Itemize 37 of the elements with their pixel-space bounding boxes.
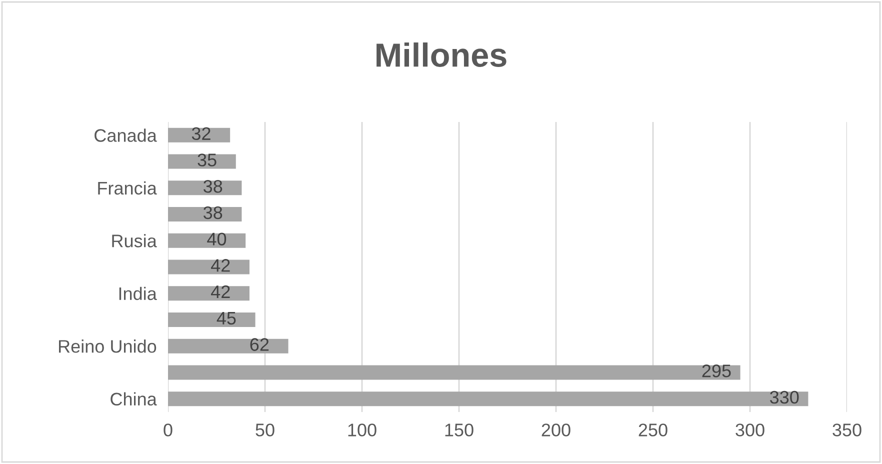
bar — [168, 154, 236, 169]
bar — [168, 392, 808, 406]
x-tick-label: 0 — [164, 424, 172, 436]
y-tick-label: India — [119, 286, 157, 300]
bar — [168, 286, 250, 301]
y-tick-label: Rusia — [112, 234, 157, 248]
bar — [168, 365, 740, 380]
data-label: 40 — [207, 232, 226, 246]
bar — [168, 180, 242, 196]
x-tick-label: 350 — [832, 424, 862, 436]
data-label: 38 — [204, 206, 222, 220]
data-label: 295 — [702, 364, 731, 378]
bar — [168, 338, 288, 354]
x-tick-label: 300 — [736, 424, 764, 436]
bar — [168, 207, 242, 222]
data-label: 38 — [204, 180, 222, 193]
bar — [168, 312, 256, 327]
data-label: 330 — [770, 390, 799, 404]
chart-title: Millones — [376, 42, 506, 67]
bar — [168, 128, 230, 142]
y-tick-label: Canada — [94, 128, 157, 142]
data-label: 32 — [192, 127, 210, 140]
data-label: 42 — [211, 259, 230, 272]
x-tick-label: 100 — [348, 424, 376, 436]
x-tick-label: 250 — [638, 424, 668, 436]
x-tick-label: 150 — [445, 424, 474, 436]
data-label: 42 — [211, 285, 230, 298]
x-tick-label: 50 — [256, 424, 274, 436]
y-tick-label: Reino Unido — [59, 340, 156, 353]
y-tick-label: Francia — [98, 181, 157, 195]
data-label: 45 — [216, 312, 236, 325]
y-tick-label: China — [110, 392, 157, 406]
x-tick-label: 200 — [542, 424, 570, 436]
data-label: 62 — [250, 338, 269, 351]
bar — [168, 233, 246, 248]
bar — [168, 260, 250, 274]
data-label: 35 — [198, 154, 216, 166]
